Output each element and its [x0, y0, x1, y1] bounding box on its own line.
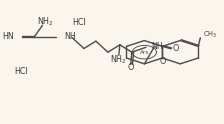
Text: NH$_2$: NH$_2$: [37, 15, 54, 28]
Text: NH: NH: [64, 32, 76, 41]
Text: NH$_2$: NH$_2$: [110, 53, 127, 66]
Text: HCl: HCl: [14, 67, 28, 76]
Text: O: O: [173, 44, 179, 53]
Text: HN: HN: [2, 32, 14, 41]
Text: NH: NH: [151, 42, 163, 51]
Text: O: O: [127, 63, 134, 72]
Text: O: O: [159, 57, 166, 66]
Text: HCl: HCl: [73, 18, 86, 27]
Text: CH$_3$: CH$_3$: [203, 30, 217, 40]
Text: Ars: Ars: [140, 50, 149, 55]
